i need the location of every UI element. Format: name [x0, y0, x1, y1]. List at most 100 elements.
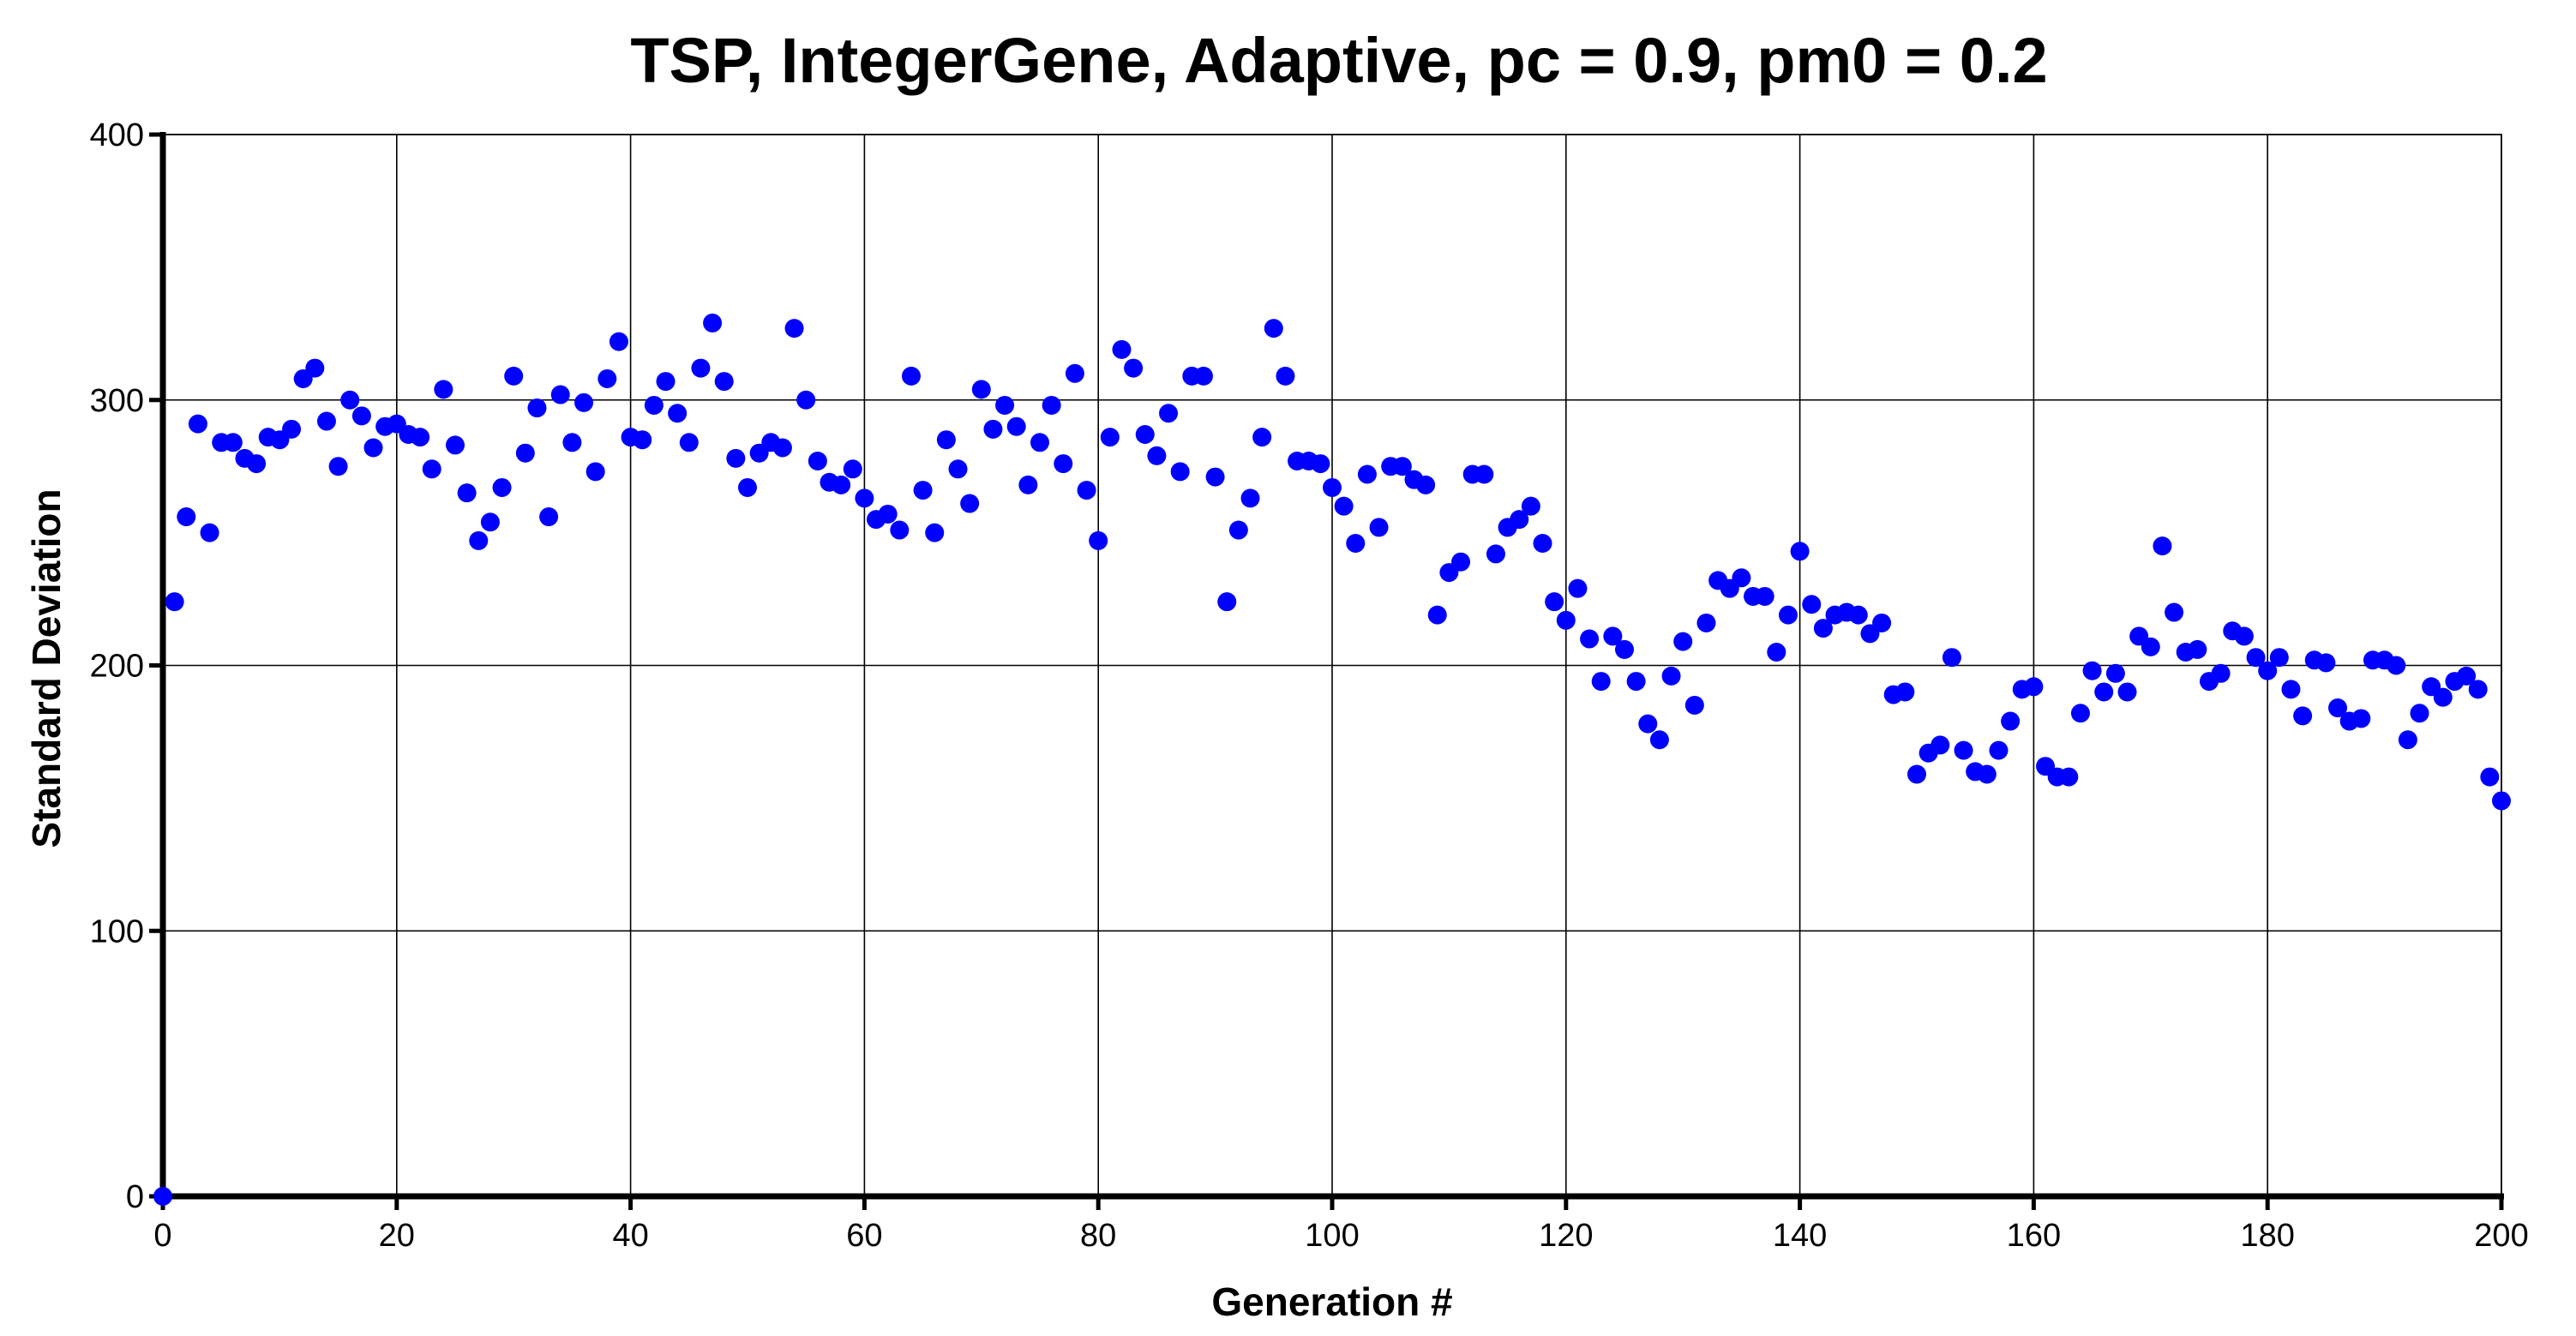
data-point: [2480, 767, 2500, 787]
data-point: [609, 332, 628, 351]
data-point: [422, 459, 441, 479]
data-point: [316, 411, 336, 431]
data-point: [703, 313, 723, 333]
data-point: [1510, 510, 1529, 530]
data-point: [1089, 530, 1108, 550]
data-point: [2070, 704, 2090, 723]
data-point: [2117, 682, 2137, 702]
data-point: [1615, 639, 1634, 659]
data-point: [539, 507, 559, 527]
x-tick-label: 40: [612, 1218, 648, 1254]
data-point: [2398, 730, 2417, 750]
data-point: [656, 372, 676, 392]
data-point: [832, 475, 851, 494]
data-point: [585, 462, 605, 482]
data-point: [1848, 605, 1868, 625]
data-point: [480, 512, 500, 532]
data-point: [1334, 496, 1354, 516]
data-point: [726, 448, 746, 468]
data-point: [1790, 542, 1810, 561]
data-point: [843, 459, 862, 479]
data-point: [1767, 643, 1786, 662]
data-point: [562, 433, 582, 452]
data-points: [153, 313, 2511, 1206]
x-tick-label: 120: [1539, 1218, 1593, 1254]
data-point: [772, 438, 792, 458]
data-point: [1802, 595, 1822, 614]
data-point: [925, 523, 945, 542]
data-point: [1357, 464, 1377, 484]
data-point: [165, 592, 184, 612]
data-point: [890, 520, 910, 540]
data-point: [2105, 663, 2125, 683]
data-point: [2153, 536, 2172, 556]
data-point: [597, 368, 617, 388]
data-point: [1696, 613, 1716, 632]
data-point: [515, 443, 535, 463]
data-point: [2328, 698, 2348, 718]
data-point: [2410, 704, 2429, 723]
data-point: [1369, 518, 1389, 537]
x-tick-label: 80: [1080, 1218, 1116, 1254]
data-point: [1252, 428, 1272, 447]
data-point: [960, 494, 980, 513]
data-point: [644, 395, 664, 415]
data-point: [1684, 695, 1704, 715]
data-point: [784, 319, 804, 338]
data-point: [1732, 568, 1751, 588]
axis-layer: [149, 132, 2504, 1210]
data-point: [282, 419, 302, 439]
data-point: [1521, 496, 1540, 516]
data-point: [2258, 661, 2278, 680]
data-point: [574, 392, 594, 412]
data-point: [1100, 428, 1120, 447]
data-point: [2211, 663, 2231, 683]
data-point: [2387, 656, 2406, 675]
data-point: [492, 477, 512, 497]
data-point: [351, 406, 371, 426]
data-point: [328, 457, 348, 476]
x-tick-label: 0: [153, 1218, 171, 1254]
data-point: [434, 380, 453, 399]
data-point: [679, 433, 699, 452]
data-point: [247, 454, 267, 474]
data-point: [995, 395, 1015, 415]
data-point: [2165, 602, 2184, 622]
data-point: [1030, 433, 1049, 452]
data-point: [2281, 680, 2301, 699]
data-point: [1205, 467, 1225, 487]
data-point: [936, 430, 956, 450]
data-point: [1135, 425, 1155, 445]
data-point: [1568, 578, 1588, 598]
data-point: [633, 430, 652, 450]
data-point: [855, 488, 874, 508]
data-point: [1895, 682, 1915, 702]
data-point: [1474, 464, 1494, 484]
data-point: [1077, 481, 1096, 500]
data-point: [913, 481, 933, 500]
data-point: [1170, 462, 1190, 482]
data-point: [504, 366, 524, 386]
data-point: [200, 523, 219, 542]
data-point: [1930, 735, 1950, 755]
data-point: [223, 433, 243, 452]
y-axis-label: Standard Deviation: [24, 488, 69, 848]
data-point: [808, 451, 827, 470]
data-point: [1042, 395, 1061, 415]
x-tick-label: 20: [379, 1218, 415, 1254]
data-point: [1065, 363, 1084, 383]
data-point: [796, 390, 816, 410]
data-point: [1942, 648, 1961, 668]
data-point: [1778, 605, 1798, 625]
data-point: [1416, 475, 1436, 494]
data-point: [2468, 680, 2488, 699]
data-point: [2316, 653, 2336, 673]
data-point: [340, 390, 360, 410]
data-point: [457, 483, 477, 503]
data-point: [1240, 488, 1260, 508]
x-axis-label: Generation #: [1211, 1279, 1452, 1324]
data-point: [1217, 592, 1237, 612]
data-point: [878, 504, 898, 524]
x-tick-label: 200: [2474, 1218, 2528, 1254]
data-point: [1661, 666, 1681, 686]
